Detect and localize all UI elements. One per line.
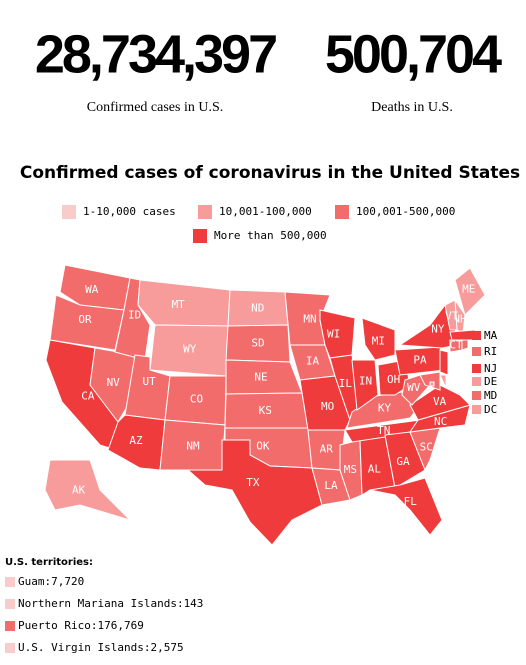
state-label: WY <box>183 342 197 355</box>
legend-label: 10,001-100,000 <box>219 205 312 218</box>
state <box>461 339 469 351</box>
territory-label: Northern Mariana Islands:143 <box>18 597 203 610</box>
state-label: CA <box>81 389 95 402</box>
callout-swatch <box>472 347 481 356</box>
state-label: SD <box>251 336 264 349</box>
state-label: KY <box>378 402 392 415</box>
state-label: AK <box>72 484 86 497</box>
state-label: WI <box>327 327 340 340</box>
state <box>429 381 435 387</box>
state-label: SC <box>420 441 433 454</box>
callout-swatch <box>472 377 481 386</box>
state <box>44 459 131 521</box>
territories-title: U.S. territories: <box>5 557 93 568</box>
state-label: AL <box>368 463 382 476</box>
state-label: MN <box>303 312 316 325</box>
state-label: TX <box>246 476 260 489</box>
territory-swatch <box>5 621 15 631</box>
state <box>439 374 447 389</box>
state <box>369 477 443 536</box>
legend-label: 100,001-500,000 <box>356 205 455 218</box>
state-label: VT <box>445 309 459 322</box>
stat-label: Confirmed cases in U.S. <box>87 100 223 115</box>
state-label: MO <box>321 400 334 413</box>
state-label: WA <box>85 283 99 296</box>
state-label: MD <box>484 389 497 402</box>
state-label: RI <box>484 345 497 358</box>
legend-swatch <box>335 205 349 219</box>
state-label: AR <box>320 443 334 456</box>
state-label: PA <box>413 354 427 367</box>
state-label: VA <box>433 395 447 408</box>
state-label: ID <box>128 309 141 322</box>
state-label: OK <box>256 439 270 452</box>
state-label: NE <box>254 370 267 383</box>
territory-swatch <box>5 599 15 609</box>
state-label: KS <box>259 404 272 417</box>
state <box>351 359 379 411</box>
territory-swatch <box>5 643 15 653</box>
legend-swatch <box>198 205 212 219</box>
state-label: LA <box>324 479 338 492</box>
stat-value: 500,704 <box>325 24 502 84</box>
state <box>439 349 449 376</box>
state-label: GA <box>396 455 410 468</box>
state-label: MA <box>484 329 498 342</box>
state-label: DE <box>484 375 497 388</box>
state <box>419 371 441 391</box>
state <box>444 299 458 331</box>
state-label: CO <box>190 392 203 405</box>
state <box>186 439 323 546</box>
territory-label: U.S. Virgin Islands:2,575 <box>18 641 184 654</box>
legend-label: More than 500,000 <box>214 229 327 242</box>
state-label: IN <box>359 374 372 387</box>
state-label: TN <box>377 424 390 437</box>
state-label: IL <box>339 377 353 390</box>
state <box>454 267 486 316</box>
state-label: ND <box>251 301 264 314</box>
state-label: MT <box>172 298 186 311</box>
state-label: OH <box>387 373 400 386</box>
state-label: CT <box>449 339 463 352</box>
state-label: AZ <box>129 434 143 447</box>
callout-swatch <box>472 391 481 400</box>
state-label: MI <box>372 335 385 348</box>
state-label: NY <box>431 323 445 336</box>
stat-value: 28,734,397 <box>35 24 276 84</box>
state-label: FL <box>404 495 418 508</box>
map-title: Confirmed cases of coronavirus in the Un… <box>20 163 520 183</box>
legend-swatch <box>193 229 207 243</box>
callout-swatch <box>472 364 481 373</box>
state-label: NM <box>186 439 200 452</box>
territory-swatch <box>5 577 15 587</box>
legend-swatch <box>62 205 76 219</box>
state-label: NJ <box>484 362 497 375</box>
state <box>361 317 396 361</box>
territory-label: Puerto Rico:176,769 <box>18 619 144 632</box>
stat-label: Deaths in U.S. <box>371 100 453 115</box>
territory-label: Guam:7,720 <box>18 575 84 588</box>
state <box>401 374 431 406</box>
state-label: NC <box>434 415 447 428</box>
callout-swatch <box>472 405 481 414</box>
state-label: OR <box>78 313 92 326</box>
state-label: MS <box>344 463 357 476</box>
state-label: ME <box>462 283 475 296</box>
state-label: WV <box>407 381 421 394</box>
state-label: DC <box>484 403 497 416</box>
state-label: IA <box>306 355 320 368</box>
legend-label: 1-10,000 cases <box>83 205 176 218</box>
state-label: UT <box>143 375 157 388</box>
callout-swatch <box>472 331 481 340</box>
state-label: NV <box>107 376 121 389</box>
